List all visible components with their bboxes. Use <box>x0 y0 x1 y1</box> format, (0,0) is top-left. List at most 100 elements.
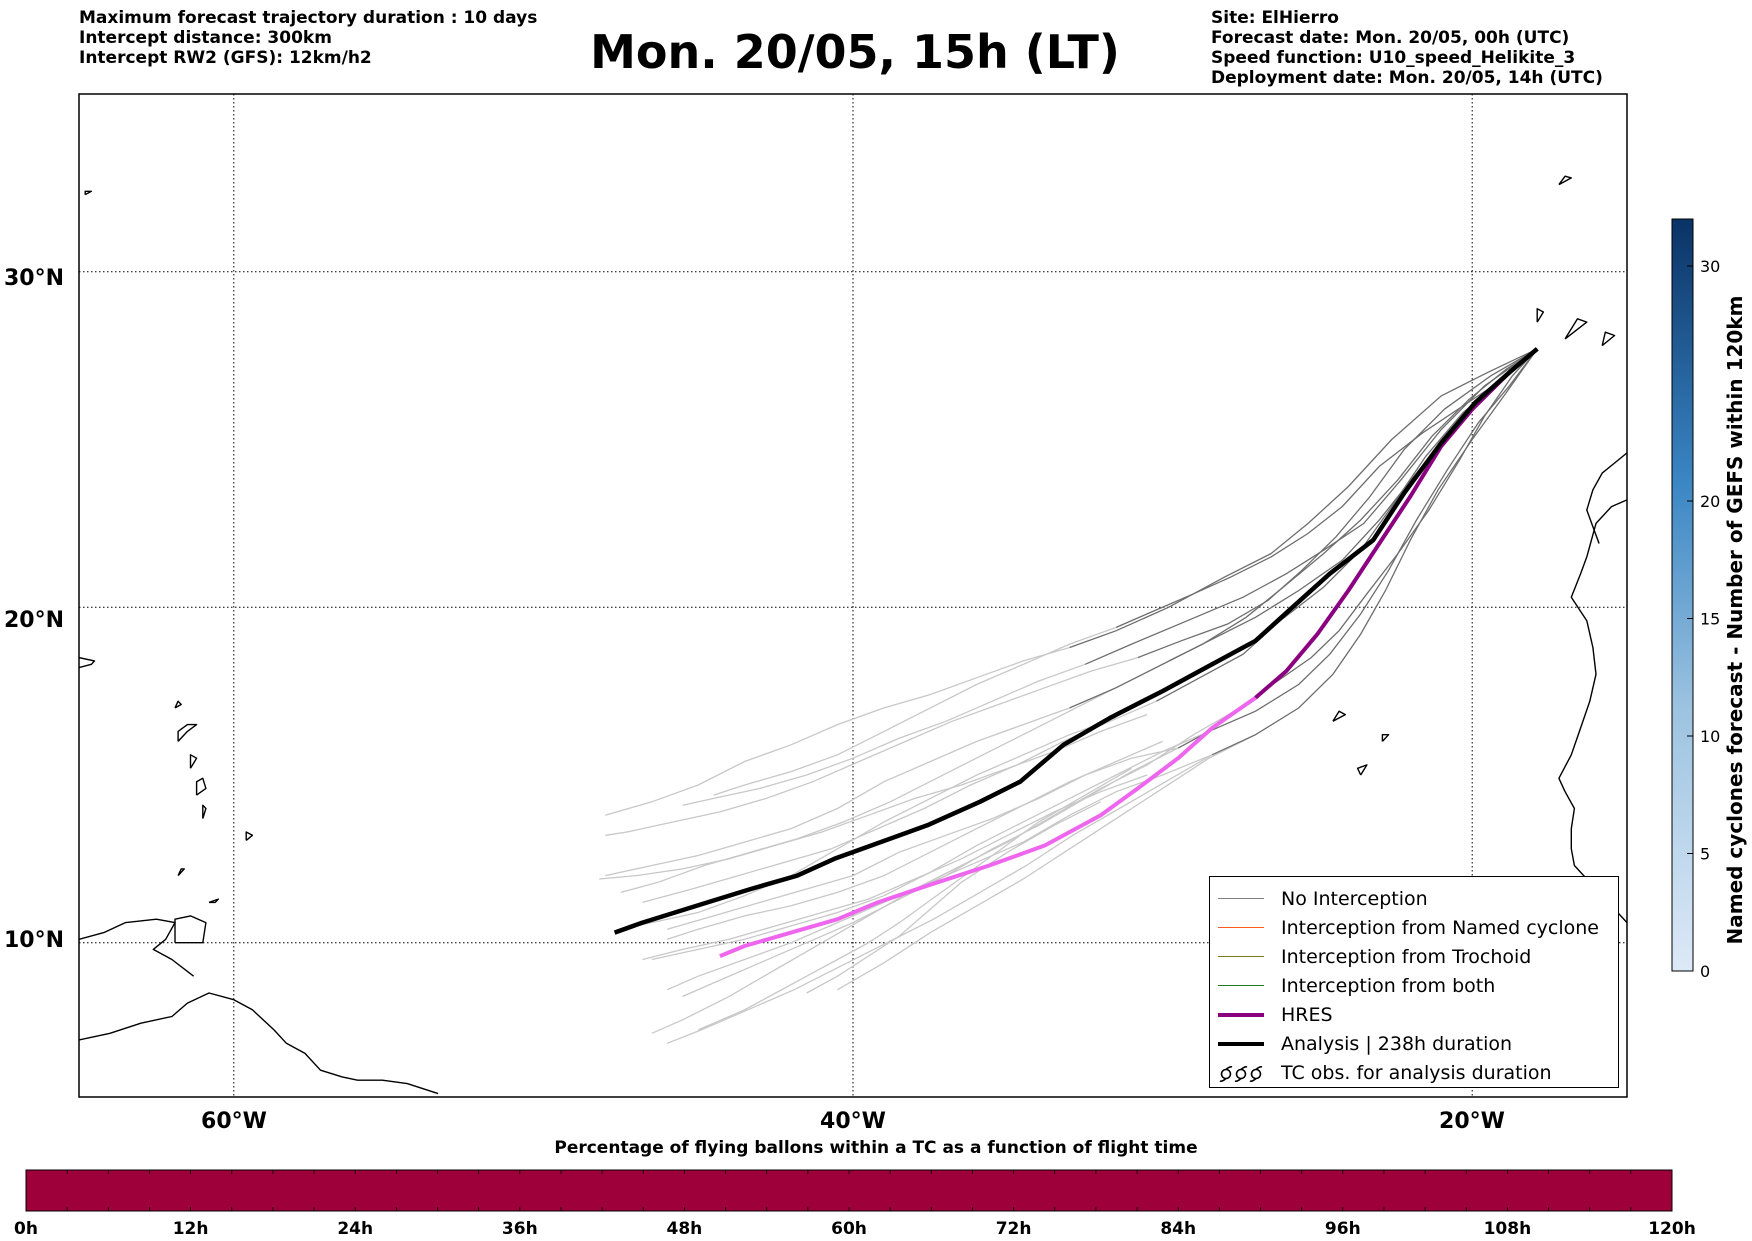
speed-function-text: Speed function: U10_speed_Helikite_3 <box>1211 48 1576 68</box>
legend-line-green <box>1218 985 1264 986</box>
legend-label: Interception from both <box>1281 974 1496 997</box>
max-duration-text: Maximum forecast trajectory duration : 1… <box>79 8 538 28</box>
coastline <box>79 175 1627 1095</box>
percentage-bar-tick-label: 36h <box>502 1219 538 1239</box>
legend-line-olive <box>1218 956 1264 957</box>
lat-label-30n: 30°N <box>4 266 64 291</box>
coast-cape-verde3 <box>1381 734 1390 742</box>
run-info-left: Maximum forecast trajectory duration : 1… <box>79 8 537 68</box>
coast-tobago <box>208 898 220 904</box>
percentage-bar-tick-label: 48h <box>667 1219 703 1239</box>
coast-azores-edge <box>84 190 93 196</box>
percentage-bar-tick-label: 60h <box>831 1219 867 1239</box>
legend-item-both: Interception from both <box>1218 971 1495 1000</box>
percentage-bar-fill <box>25 1169 1673 1212</box>
colorbar-tick-label: 5 <box>1700 845 1710 864</box>
ensemble-trajectory-light <box>713 626 1117 796</box>
cyclone-colorbar-title: Named cyclones forecast - Number of GEFS… <box>1723 295 1747 945</box>
ensemble-trajectory-light <box>697 767 1132 1031</box>
colorbar-tick-label: 10 <box>1700 727 1720 746</box>
percentage-bar-tick-label: 0h <box>14 1219 38 1239</box>
percentage-bar-tick-label: 12h <box>173 1219 209 1239</box>
ensemble-trajectory-light <box>666 754 1213 991</box>
coast-cape-verde <box>1332 710 1347 722</box>
legend-label: Analysis | 238h duration <box>1281 1032 1513 1055</box>
legend-item-named-cyclone: Interception from Named cyclone <box>1218 913 1599 942</box>
coast-barbados <box>245 831 254 841</box>
coast-puerto-rico-edge <box>79 656 96 669</box>
ensemble-trajectory-light <box>642 774 1148 961</box>
ensemble-trajectory-light <box>666 754 1213 1044</box>
graticule <box>79 94 1627 1097</box>
coast-cape-verde2 <box>1356 764 1368 776</box>
percentage-bar-tick-label: 72h <box>996 1219 1032 1239</box>
colorbar-tick-label: 30 <box>1700 257 1720 276</box>
ensemble-trajectory-light <box>605 646 1070 816</box>
lat-label-10n: 10°N <box>4 928 64 953</box>
coast-antigua <box>174 700 182 709</box>
legend-line-purple <box>1218 1012 1264 1017</box>
lon-label-60w: 60°W <box>201 1109 267 1134</box>
coast-guadeloupe <box>177 723 198 742</box>
percentage-bar-tick-label: 120h <box>1648 1219 1696 1239</box>
tc-symbol-icon <box>1219 1065 1263 1082</box>
coast-canary-gc <box>1601 331 1616 347</box>
percentage-bar-tick-label: 96h <box>1325 1219 1361 1239</box>
lon-label-20w: 20°W <box>1439 1109 1505 1134</box>
site-text: Site: ElHierro <box>1211 8 1339 28</box>
coast-south-america <box>79 992 439 1095</box>
trajectories <box>599 347 1539 1044</box>
ensemble-trajectory-light <box>682 663 1086 806</box>
legend-label: Interception from Trochoid <box>1281 945 1532 968</box>
run-info-right: Site: ElHierro Forecast date: Mon. 20/05… <box>1211 8 1603 88</box>
ensemble-trajectory-light <box>605 656 1138 836</box>
ensemble-trajectory-light <box>651 707 1241 1034</box>
lon-label-40w: 40°W <box>820 1109 886 1134</box>
coast-trinidad <box>174 915 207 944</box>
ensemble-trajectory-no-interception <box>1137 348 1538 659</box>
ensemble-trajectory-light <box>620 660 1170 894</box>
coast-dominica <box>189 754 198 769</box>
legend-item-trochoid: Interception from Trochoid <box>1218 942 1531 971</box>
deployment-date-text: Deployment date: Mon. 20/05, 14h (UTC) <box>1211 68 1603 88</box>
ensemble-trajectory-no-interception <box>1115 348 1538 628</box>
coast-st-lucia <box>202 804 207 819</box>
legend-label: No Interception <box>1281 887 1428 910</box>
ensemble-trajectory-light <box>806 801 1101 994</box>
coast-madeira <box>1558 175 1573 186</box>
hres-trajectory-late <box>719 696 1257 958</box>
colorbar-tick-label: 20 <box>1700 492 1720 511</box>
colorbar-tick-label: 15 <box>1700 610 1720 629</box>
colorbar-tick-label: 0 <box>1700 962 1710 981</box>
intercept-rw2-text: Intercept RW2 (GFS): 12km/h2 <box>79 48 372 68</box>
legend-line-gray <box>1218 898 1264 899</box>
coast-africa <box>1558 499 1627 924</box>
legend-label: Interception from Named cyclone <box>1281 916 1599 939</box>
cyclone-count-colorbar: 0 5 10 15 20 30 <box>1671 218 1720 981</box>
percentage-bar-tick-label: 108h <box>1484 1219 1532 1239</box>
legend-item-tc-obs: TC obs. for analysis duration <box>1218 1058 1552 1087</box>
legend-label: TC obs. for analysis duration <box>1281 1061 1552 1084</box>
ensemble-trajectory-light <box>837 734 1256 991</box>
ensemble-trajectory-light <box>620 717 1117 930</box>
percentage-bar-tick-label: 24h <box>337 1219 373 1239</box>
ensemble-trajectory-no-interception <box>1084 348 1538 665</box>
ensemble-trajectory-no-interception <box>1069 348 1538 649</box>
legend-item-hres: HRES <box>1218 1000 1333 1029</box>
map-legend: No Interception Interception from Named … <box>1209 876 1619 1088</box>
ensemble-trajectory-light <box>667 740 1163 940</box>
legend-item-analysis: Analysis | 238h duration <box>1218 1029 1512 1058</box>
colorbar-gradient <box>1671 218 1694 972</box>
legend-label: HRES <box>1281 1003 1333 1026</box>
intercept-distance-text: Intercept distance: 300km <box>79 28 332 48</box>
ensemble-trajectory-no-interception <box>1211 348 1538 756</box>
ensemble-trajectory-light <box>605 707 1070 877</box>
analysis-trajectory <box>613 347 1539 935</box>
forecast-date-text: Forecast date: Mon. 20/05, 00h (UTC) <box>1211 28 1570 48</box>
map-frame <box>78 93 1628 1098</box>
ensemble-trajectory-no-interception <box>1168 348 1538 662</box>
percentage-bar-tick-label: 84h <box>1160 1219 1196 1239</box>
interception-percentage-bar: 0h 12h 24h 36h 48h 60h 72h 84h 96h 108h 120h <box>14 1169 1696 1239</box>
coast-grenada <box>177 868 186 877</box>
